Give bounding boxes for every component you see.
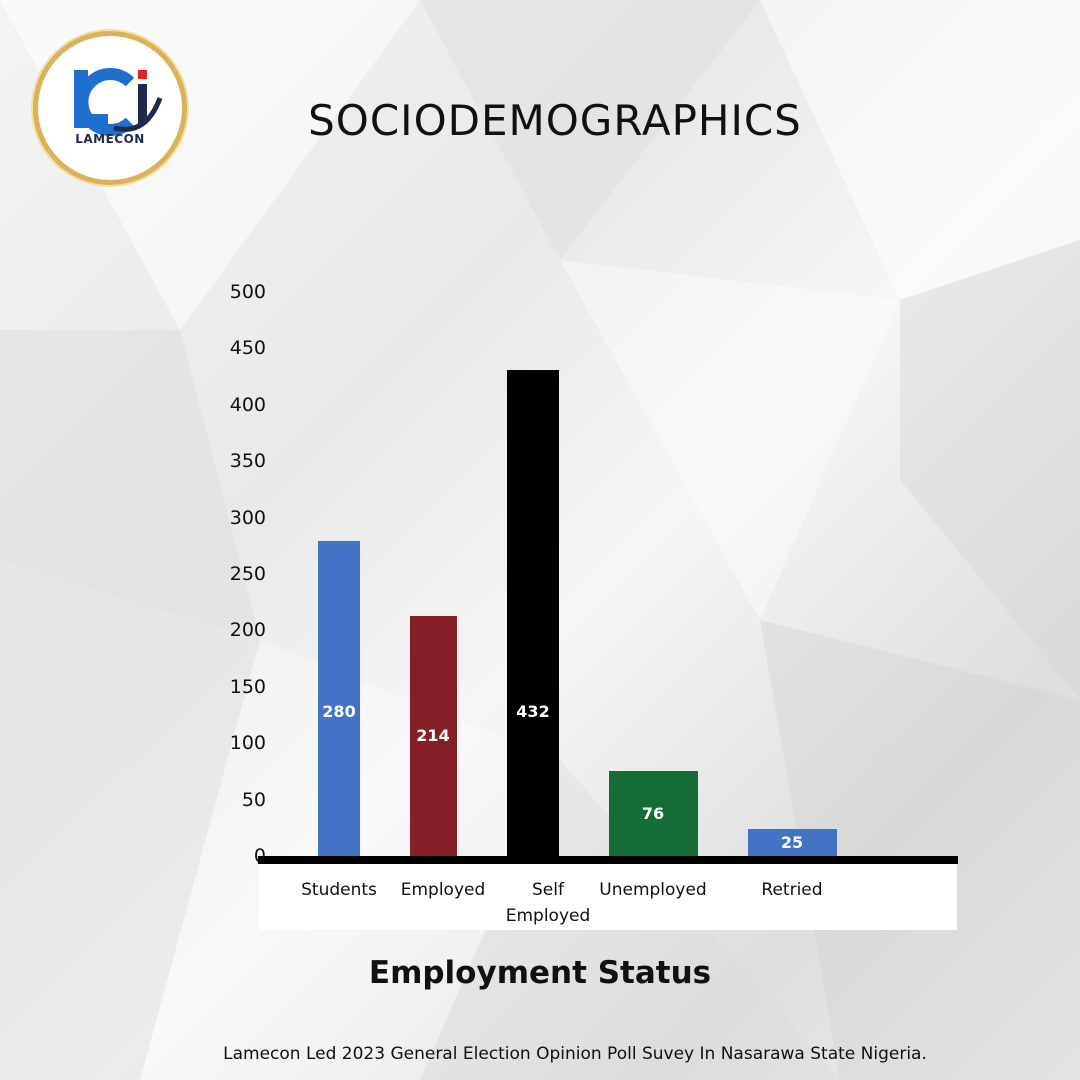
y-tick-label: 50 <box>241 788 266 811</box>
x-axis-line <box>258 856 958 864</box>
y-tick-label: 450 <box>229 337 266 360</box>
lamecon-logo: LAMECON <box>38 36 182 180</box>
bar-self-employed <box>507 369 559 857</box>
logo-text: LAMECON <box>75 132 145 146</box>
chart-title: SOCIODEMOGRAPHICS <box>308 96 802 145</box>
bar-students <box>318 541 360 857</box>
logo-mark-icon <box>74 68 163 136</box>
x-category-label: Employed <box>400 880 486 900</box>
x-category-label: Retried <box>761 880 823 900</box>
y-tick-label: 350 <box>229 450 266 473</box>
x-category-label: Students <box>301 880 377 900</box>
y-tick-label: 100 <box>229 732 266 755</box>
y-tick-label: 250 <box>229 563 266 585</box>
footer-caption: Lamecon Led 2023 General Election Opinio… <box>223 1044 927 1064</box>
category-label-panel <box>259 864 957 930</box>
y-tick-label: 400 <box>229 393 266 416</box>
y-tick-label: 300 <box>229 506 266 529</box>
x-axis-title: Employment Status <box>368 955 712 991</box>
y-tick-label: 200 <box>229 619 266 642</box>
x-category-label: Unemployed <box>599 880 707 900</box>
bar-data-label: 25 <box>780 832 804 852</box>
bar-retried <box>747 828 837 857</box>
x-category-label: Self Employed <box>505 880 591 926</box>
bar-data-label: 280 <box>322 702 356 721</box>
bar-data-label: 432 <box>516 702 550 721</box>
y-tick-label: 150 <box>229 675 266 698</box>
y-tick-label: 500 <box>229 281 266 303</box>
bar-unemployed <box>608 771 698 857</box>
y-tick-label: 0 <box>253 845 266 867</box>
bar-data-label: 76 <box>641 804 665 824</box>
bar-data-label: 214 <box>416 726 450 746</box>
bar-employed <box>409 615 457 857</box>
